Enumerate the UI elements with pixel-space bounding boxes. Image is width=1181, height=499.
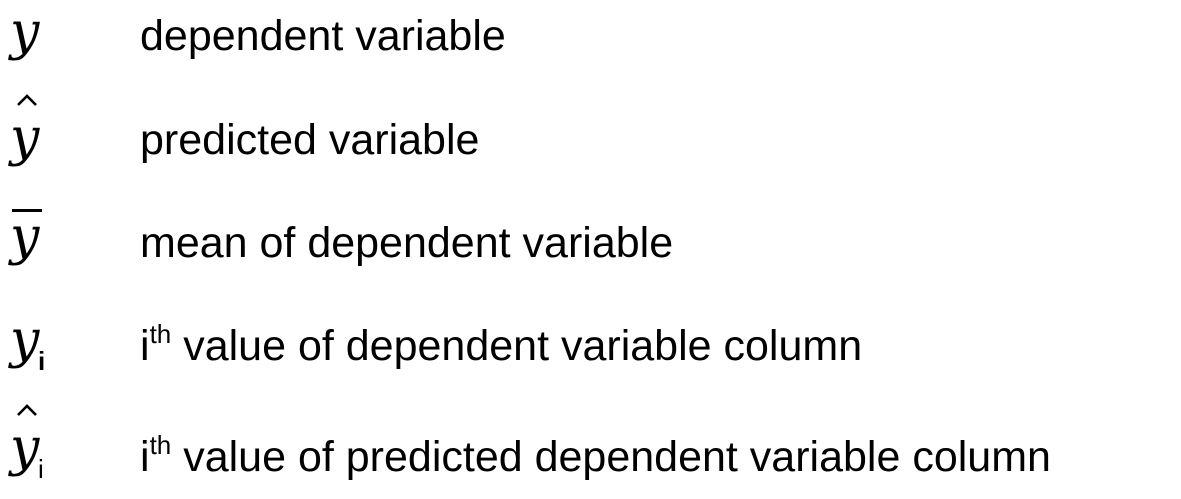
bar-accent-icon <box>12 209 42 212</box>
description-superscript: th <box>149 429 172 460</box>
description-text: value of dependent variable column <box>183 322 863 370</box>
symbol-base: y <box>10 310 40 370</box>
description-prefix: i <box>140 433 150 481</box>
legend-row: y i ith value of predicted dependent var… <box>0 400 1181 490</box>
symbol-y: y <box>2 0 112 90</box>
description-text: mean of dependent variable <box>140 219 674 267</box>
symbol-base: y <box>10 2 40 62</box>
symbol-base: y <box>10 418 40 478</box>
description-superscript: th <box>149 318 172 349</box>
description-prefix: i <box>140 322 150 370</box>
description-text: predicted variable <box>140 116 480 164</box>
symbol-base: y <box>10 207 40 267</box>
description-text: value of predicted dependent variable co… <box>183 433 1051 481</box>
symbol-subscript: i <box>38 346 46 376</box>
symbol-y-bar: y <box>2 193 112 283</box>
legend-row: y i ith value of dependent variable colu… <box>0 302 1181 392</box>
hat-accent-icon <box>17 94 37 106</box>
legend-row: y dependent variable <box>0 0 1181 90</box>
symbol-description: ith value of predicted dependent variabl… <box>140 432 1051 481</box>
legend-row: y predicted variable <box>0 92 1181 182</box>
legend-row: y mean of dependent variable <box>0 193 1181 283</box>
symbol-y-hat: y <box>2 92 112 182</box>
description-text: dependent variable <box>140 12 506 60</box>
symbol-subscript: i <box>38 454 44 484</box>
symbol-description: dependent variable <box>140 15 506 58</box>
hat-accent-icon <box>17 404 37 416</box>
symbol-y-i: y i <box>2 302 112 392</box>
symbol-description: mean of dependent variable <box>140 222 673 265</box>
symbol-description: ith value of dependent variable column <box>140 321 863 370</box>
symbol-y-i-hat: y i <box>2 400 112 490</box>
symbol-base: y <box>10 108 40 168</box>
symbol-description: predicted variable <box>140 119 479 162</box>
